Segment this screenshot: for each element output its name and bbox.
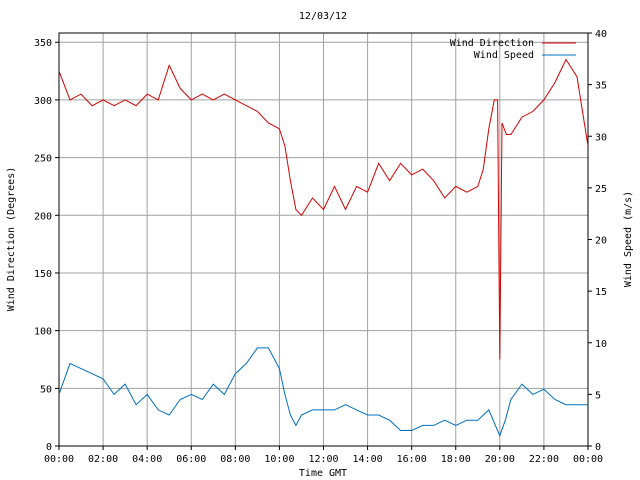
y-right-tick-label: 30 [595, 132, 607, 143]
y-left-tick-label: 250 [34, 154, 52, 165]
y-right-tick-label: 15 [595, 287, 607, 298]
x-tick-label: 10:00 [264, 454, 294, 465]
y-axis-left-title: Wind Direction (Degrees) [6, 167, 17, 312]
x-tick-label: 18:00 [441, 454, 471, 465]
x-tick-label: 20:00 [485, 454, 515, 465]
y-axis-right-title: Wind Speed (m/s) [623, 191, 634, 287]
series-lines [58, 58, 589, 438]
grid-lines [59, 33, 588, 446]
chart-title: 12/03/12 [299, 11, 347, 22]
y-left-tick-label: 100 [34, 327, 52, 338]
y-left-tick-label: 0 [46, 442, 52, 453]
series-line-wind-direction [58, 58, 589, 360]
y-right-tick-label: 10 [595, 339, 607, 350]
y-left-tick-label: 150 [34, 269, 52, 280]
y-right-tick-label: 35 [595, 81, 607, 92]
x-tick-label: 06:00 [176, 454, 206, 465]
x-tick-label: 00:00 [573, 454, 603, 465]
x-tick-label: 12:00 [308, 454, 338, 465]
x-tick-label: 04:00 [132, 454, 162, 465]
y-right-tick-label: 5 [595, 390, 601, 401]
y-left-tick-label: 200 [34, 211, 52, 222]
legend-label-wind-speed: Wind Speed [474, 50, 534, 61]
x-tick-label: 00:00 [44, 454, 74, 465]
legend: Wind Direction Wind Speed [450, 38, 576, 61]
x-tick-label: 22:00 [529, 454, 559, 465]
legend-label-wind-direction: Wind Direction [450, 38, 534, 49]
x-axis-title: Time GMT [299, 468, 347, 479]
x-tick-label: 02:00 [88, 454, 118, 465]
y-right-tick-label: 0 [595, 442, 601, 453]
y-left-tick-label: 300 [34, 96, 52, 107]
y-right-tick-label: 40 [595, 29, 607, 40]
y-right-tick-label: 20 [595, 236, 607, 247]
x-tick-label: 16:00 [397, 454, 427, 465]
series-line-wind-speed [58, 347, 588, 438]
x-tick-label: 14:00 [353, 454, 383, 465]
y-left-tick-label: 50 [40, 384, 52, 395]
y-left-tick-label: 350 [34, 38, 52, 49]
axis-ticks: 00:00 02:00 04:00 06:00 08:00 10:00 12:00 14:00… [34, 29, 607, 465]
y-right-tick-label: 25 [595, 184, 607, 195]
x-tick-label: 08:00 [220, 454, 250, 465]
